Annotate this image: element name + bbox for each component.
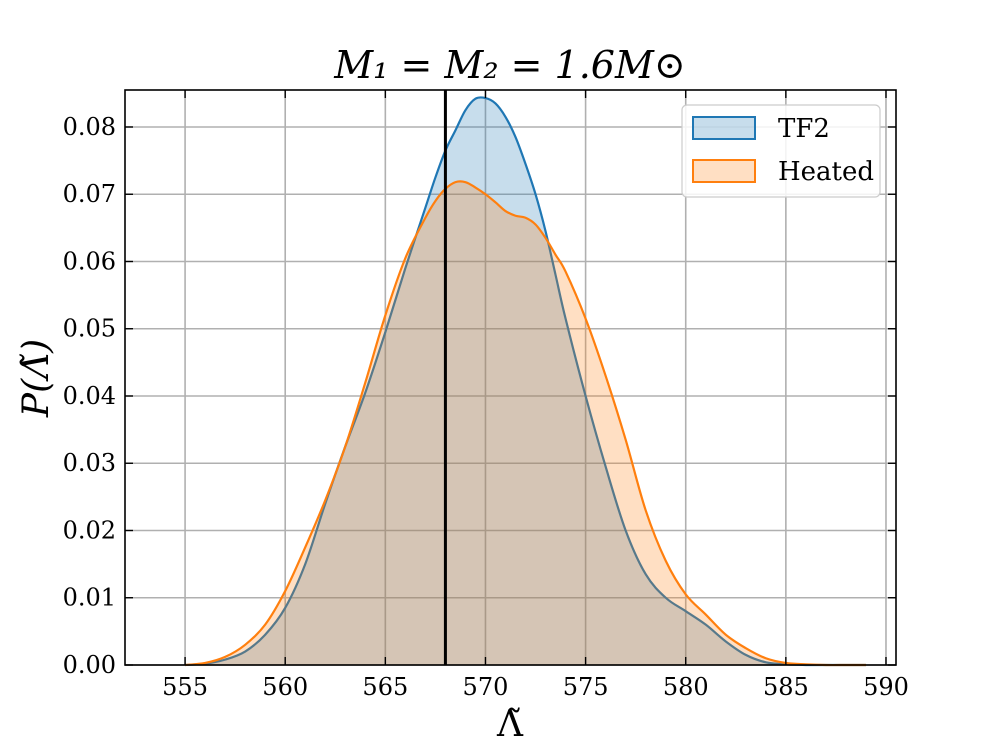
y-axis-label: P(Λ̃) <box>16 339 57 418</box>
y-tick-label: 0.08 <box>63 113 116 141</box>
x-tick-label: 590 <box>863 673 909 701</box>
y-tick-label: 0.00 <box>63 651 116 679</box>
x-axis-label: Λ̃ <box>496 704 524 745</box>
series-area-heated <box>185 181 866 666</box>
series-line-heated <box>184 180 866 667</box>
series-line-tf2 <box>185 96 866 667</box>
x-tick-label: 580 <box>663 673 709 701</box>
tick-layer: 555 560 565 570 575 580 585 590 0.00 0.01 0.02 0.03… <box>63 90 909 701</box>
x-tick-label: 560 <box>262 673 308 701</box>
chart-title: M₁ = M₂ = 1.6M⊙ <box>333 43 685 87</box>
y-tick-label: 0.04 <box>63 382 116 410</box>
y-tick-label: 0.07 <box>63 180 116 208</box>
y-tick-label: 0.05 <box>63 315 116 343</box>
y-tick-label: 0.02 <box>63 516 116 544</box>
x-tick-label: 555 <box>162 673 208 701</box>
legend-swatch-tf2 <box>692 116 756 140</box>
legend-label-heated: Heated <box>778 157 874 187</box>
x-tick-label: 570 <box>463 673 509 701</box>
x-tick-label: 565 <box>362 673 408 701</box>
legend-swatch-heated <box>692 159 756 183</box>
legend-frame <box>681 104 881 198</box>
series-area-tf2 <box>185 97 866 666</box>
y-tick-label: 0.03 <box>63 449 116 477</box>
axes-frame <box>124 89 897 666</box>
x-tick-label: 585 <box>763 673 809 701</box>
series-layer <box>184 96 866 667</box>
y-tick-label: 0.01 <box>63 584 116 612</box>
legend: TF2 Heated <box>681 104 881 198</box>
y-tick-label: 0.06 <box>63 247 116 275</box>
legend-label-tf2: TF2 <box>778 114 830 144</box>
x-tick-label: 575 <box>563 673 609 701</box>
